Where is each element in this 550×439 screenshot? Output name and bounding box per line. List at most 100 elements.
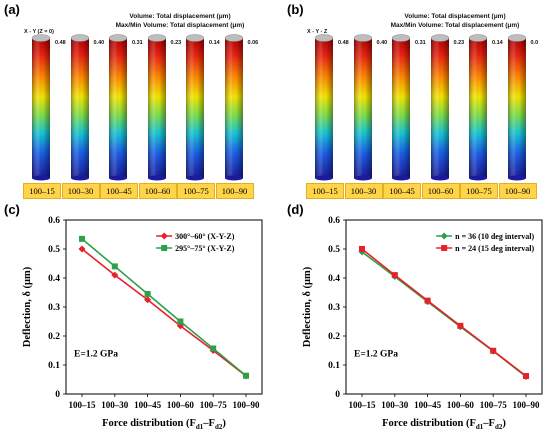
config-tag-b-5: 100–75 [460,183,498,199]
chart-c-ylabel: Deflection, δ (μm) [22,266,33,347]
config-tag-a-2: 100–30 [61,183,100,199]
chart-c-ytick-label: 0.5 [48,245,60,255]
chart-c-series-2-point [144,290,151,297]
chart-d-series-2-point [457,322,464,329]
chart-c-legend-marker-2 [161,245,168,251]
config-tag-a-1: 100–15 [23,183,61,199]
config-tag-b-3: 100–45 [383,183,421,199]
config-tag-a-6: 100–90 [215,183,254,199]
chart-d-ylabel: Deflection, δ (μm) [302,266,313,347]
max-value-b-6: 0.0 [530,40,539,46]
chart-d-xtick-label: 100–75 [480,400,508,410]
chart-c-series-2-line [81,238,247,377]
max-value-b-1: 0.48 [338,40,349,46]
cylinder-a-1 [31,34,51,181]
chart-d-legend-label-1: n = 36 (10 deg interval) [455,232,534,241]
chart-c-xtick-label: 100–90 [233,400,261,410]
chart-c-series-1-point [144,296,152,304]
config-tag-b-2: 100–30 [344,183,383,199]
chart-c-ytick-label: 0.2 [48,332,60,342]
chart-d-series-2-point [391,272,398,279]
chart-c-ytick-label: 0.1 [48,361,60,371]
chart-c-xlabel: Force distribution (Fd1–Fd2) [102,418,226,431]
chart-d-annotation: E=1.2 GPa [354,349,398,359]
chart-c-legend-label-1: 300°–60° (X-Y-Z) [175,232,235,241]
panel-label-b: (b) [287,2,304,17]
config-tag-b-1: 100–15 [306,183,344,199]
chart-c-ytick-label: 0 [55,390,60,400]
cylinder-b-2 [353,34,372,181]
cylinder-a-5 [185,34,205,181]
chart-c-ytick-label: 0.4 [48,274,60,284]
max-value-a-6: 0.06 [247,40,259,46]
chart-c-series-1-point [78,245,86,253]
chart-d-series-2-point [523,373,529,380]
chart-d-ytick-label: 0.5 [328,245,340,255]
panel-label-c: (c) [4,202,20,217]
chart-d-ytick-label: 0.3 [328,303,340,313]
cylinder-b-6 [507,34,526,181]
config-tag-b-6: 100–90 [498,183,537,199]
chart-d-ytick-label: 0 [335,390,340,400]
header-line2-b: Max/Min Volume: Total displacement (μm) [390,22,520,29]
max-value-b-3: 0.31 [415,40,426,46]
cylinder-a-6 [224,34,243,181]
chart-d-legend-label-2: n = 24 (15 deg interval) [455,244,534,253]
panel-label-a: (a) [4,2,20,17]
chart-c-series-2-point [243,372,249,379]
chart-d-legend-marker-2 [441,245,448,251]
chart-d-ytick-label: 0.4 [328,274,340,284]
chart-c-ytick-label: 0.3 [48,303,60,313]
chart-d-ytick-label: 0.6 [328,216,340,226]
chart-c-series-1-line [81,248,247,377]
header-line1-a: Volume: Total displacement (μm) [129,13,231,20]
chart-d-xtick-label: 100–60 [447,400,475,410]
cylinder-b-1 [314,34,334,181]
cylinder-b-5 [468,34,488,181]
cylinder-a-4 [147,34,166,181]
max-value-a-2: 0.40 [93,40,105,46]
max-value-b-4: 0.23 [453,40,465,46]
chart-d-xlabel: Force distribution (Fd1–Fd2) [382,418,506,431]
chart-d-xtick-label: 100–30 [381,400,409,410]
max-value-a-4: 0.23 [170,40,182,46]
chart-c-xtick-label: 100–15 [69,400,97,410]
chart-c-ytick-label: 0.6 [48,216,60,226]
chart-d-series-2-point [490,347,497,354]
max-value-b-2: 0.40 [376,40,388,46]
chart-d-series-2-point [424,297,431,304]
view-label-b: X - Y - Z [307,29,328,35]
config-tag-a-5: 100–75 [177,183,215,199]
view-label-a: X - Y (Z = 0) [24,29,54,35]
cylinders-b-header: Volume: Total displacement (μm) Max/Min … [365,12,545,30]
header-line2-a: Max/Min Volume: Total displacement (μm) [115,22,245,29]
max-value-a-3: 0.31 [132,40,143,46]
chart-c-xtick-label: 100–30 [101,400,129,410]
chart-c-xtick-label: 100–75 [200,400,228,410]
cylinder-b-3 [391,34,411,181]
chart-d-xtick-label: 100–15 [349,400,377,410]
chart-c-xtick-label: 100–60 [167,400,195,410]
max-value-a-1: 0.48 [55,40,66,46]
chart-c-legend-label-2: 295°–75° (X-Y-Z) [175,244,235,253]
chart-c-legend-marker-1 [160,232,168,240]
chart-d-legend-marker-1 [440,232,448,240]
chart-c-series-1-point [111,271,119,279]
cylinder-b-4 [430,34,449,181]
chart-c-xtick-label: 100–45 [134,400,162,410]
chart-d-series-2-line [361,248,527,377]
config-tag-a-4: 100–60 [138,183,177,199]
cylinder-a-3 [108,34,128,181]
panel-label-d: (d) [287,202,304,217]
chart-c-series-2-point [177,318,184,325]
config-tag-b-4: 100–60 [421,183,460,199]
chart-c: 0 0.1 0.2 0.3 0.4 0.5 0.6 100–15 100–30 100–45 100… [22,216,263,431]
cylinder-a-2 [70,34,89,181]
chart-d: 0 0.1 0.2 0.3 0.4 0.5 0.6 100–15 100–30 100–45 100… [302,216,543,431]
cylinders-a-header: Volume: Total displacement (μm) Max/Min … [90,12,270,30]
chart-d-series-2-point [359,246,365,252]
max-value-b-5: 0.14 [492,40,503,46]
chart-d-ytick-label: 0.1 [328,361,340,371]
header-line1-b: Volume: Total displacement (μm) [404,13,506,20]
chart-d-xtick-label: 100–45 [414,400,442,410]
